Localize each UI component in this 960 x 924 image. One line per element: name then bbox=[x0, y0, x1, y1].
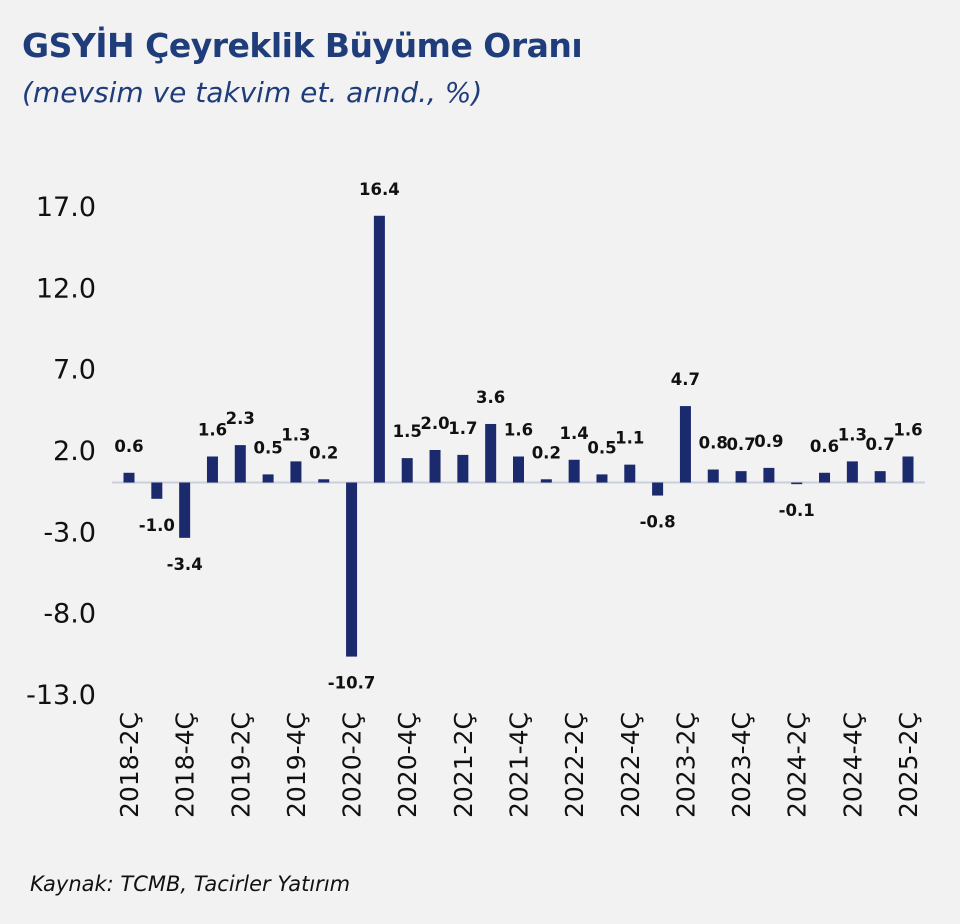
bar-2022-4Ç bbox=[624, 464, 636, 483]
y-tick-label: -13.0 bbox=[26, 680, 96, 711]
bar-2020-3Ç bbox=[373, 215, 385, 483]
x-tick-label: 2023-4Ç bbox=[727, 712, 756, 818]
bar-2019-4Ç bbox=[290, 461, 302, 483]
y-axis: 17.0 12.0 7.0 2.0 -3.0 -8.0 -13.0 bbox=[26, 192, 96, 711]
bar-2021-3Ç bbox=[485, 423, 497, 483]
x-axis: 2018-2Ç 2018-4Ç 2019-2Ç 2019-4Ç 2020-2Ç 2020-… bbox=[115, 712, 923, 818]
bar-value-label: 0.7 bbox=[866, 435, 895, 454]
bar-value-label: 0.9 bbox=[754, 432, 783, 451]
y-tick-label: -3.0 bbox=[43, 517, 96, 548]
bars bbox=[123, 215, 914, 657]
bar-value-label: -0.1 bbox=[779, 501, 815, 520]
x-tick-label: 2021-2Ç bbox=[449, 712, 478, 818]
bar-2024-2Ç bbox=[791, 482, 803, 485]
y-tick-label: 2.0 bbox=[53, 436, 96, 467]
bar-value-label: 1.5 bbox=[393, 422, 422, 441]
bar-2023-2Ç bbox=[679, 406, 691, 483]
bar-value-label: 0.6 bbox=[114, 437, 143, 456]
bar-value-label: -10.7 bbox=[328, 674, 376, 693]
bar-value-label: -1.0 bbox=[139, 516, 175, 535]
x-tick-label: 2020-2Ç bbox=[338, 712, 367, 818]
bar-2019-3Ç bbox=[262, 474, 274, 483]
bar-value-label: 0.6 bbox=[810, 437, 839, 456]
x-tick-label: 2020-4Ç bbox=[393, 712, 422, 818]
bar-2023-3Ç bbox=[707, 469, 719, 483]
bar-2022-1Ç bbox=[540, 479, 552, 483]
bar-value-label: 16.4 bbox=[359, 180, 400, 199]
y-tick-label: -8.0 bbox=[43, 599, 96, 630]
bar-2021-2Ç bbox=[457, 454, 469, 483]
bar-2025-1Ç bbox=[874, 471, 886, 483]
bar-value-label: -3.4 bbox=[167, 555, 203, 574]
bar-value-label: 1.4 bbox=[560, 424, 589, 443]
bar-value-label: 4.7 bbox=[671, 370, 700, 389]
bar-value-label: 1.7 bbox=[448, 419, 477, 438]
x-tick-label: 2019-2Ç bbox=[226, 712, 255, 818]
x-tick-label: 2025-2Ç bbox=[894, 712, 923, 818]
bar-2024-3Ç bbox=[819, 472, 831, 483]
bar-2023-4Ç bbox=[735, 471, 747, 483]
bar-chart: 17.0 12.0 7.0 2.0 -3.0 -8.0 -13.0 0.6 -1.0 -3.4 1… bbox=[26, 180, 925, 818]
source-note: Kaynak: TCMB, Tacirler Yatırım bbox=[30, 872, 351, 896]
bar-2022-3Ç bbox=[596, 474, 608, 483]
bar-2020-4Ç bbox=[401, 458, 413, 483]
x-tick-label: 2018-4Ç bbox=[171, 712, 200, 818]
bar-value-label: 0.8 bbox=[699, 434, 728, 453]
bar-2024-1Ç bbox=[763, 467, 775, 483]
bar-value-label: 1.6 bbox=[198, 421, 227, 440]
bar-value-label: 0.2 bbox=[532, 443, 561, 462]
bar-2022-2Ç bbox=[568, 459, 580, 483]
x-tick-label: 2023-2Ç bbox=[671, 712, 700, 818]
x-tick-label: 2022-4Ç bbox=[616, 712, 645, 818]
bar-2024-4Ç bbox=[846, 461, 858, 483]
bar-2019-2Ç bbox=[234, 445, 246, 483]
bar-2018-4Ç bbox=[179, 482, 191, 538]
bar-2018-3Ç bbox=[151, 482, 163, 499]
x-tick-label: 2022-2Ç bbox=[560, 712, 589, 818]
bar-2021-1Ç bbox=[429, 450, 441, 483]
bar-value-label: 1.3 bbox=[838, 425, 867, 444]
x-tick-label: 2024-2Ç bbox=[783, 712, 812, 818]
bar-value-label: 1.3 bbox=[281, 425, 310, 444]
bar-value-label: 1.6 bbox=[893, 421, 922, 440]
bar-2020-2Ç bbox=[346, 482, 358, 657]
bar-value-label: 0.2 bbox=[309, 443, 338, 462]
bar-value-label: 1.6 bbox=[504, 421, 533, 440]
x-tick-label: 2018-2Ç bbox=[115, 712, 144, 818]
bar-2025-2Ç bbox=[902, 456, 914, 483]
chart-subtitle: (mevsim ve takvim et. arınd., %) bbox=[22, 76, 483, 109]
bar-value-label: 2.3 bbox=[226, 409, 255, 428]
bar-value-label: -0.8 bbox=[640, 513, 676, 532]
y-tick-label: 7.0 bbox=[53, 355, 96, 386]
bar-value-labels: 0.6-1.0-3.41.62.30.51.30.2-10.716.41.52.… bbox=[114, 180, 922, 693]
bar-value-label: 1.1 bbox=[615, 429, 644, 448]
bar-2021-4Ç bbox=[513, 456, 524, 483]
bar-value-label: 0.7 bbox=[726, 435, 755, 454]
bar-2020-1Ç bbox=[318, 479, 330, 483]
bar-2019-1Ç bbox=[206, 456, 218, 483]
x-tick-label: 2019-4Ç bbox=[282, 712, 311, 818]
bar-2018-2Ç bbox=[123, 472, 135, 483]
chart-title: GSYİH Çeyreklik Büyüme Oranı bbox=[22, 26, 583, 65]
x-tick-label: 2021-4Ç bbox=[505, 712, 534, 818]
bar-2023-1Ç bbox=[652, 482, 664, 496]
bar-value-label: 0.5 bbox=[587, 438, 616, 457]
y-tick-label: 12.0 bbox=[36, 273, 96, 304]
bar-value-label: 0.5 bbox=[253, 438, 282, 457]
bar-value-label: 2.0 bbox=[420, 414, 449, 433]
y-tick-label: 17.0 bbox=[36, 192, 96, 223]
x-tick-label: 2024-4Ç bbox=[838, 712, 867, 818]
bar-value-label: 3.6 bbox=[476, 388, 505, 407]
